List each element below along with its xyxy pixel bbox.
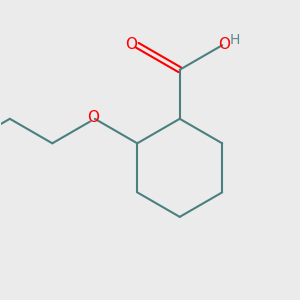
Text: O: O: [218, 37, 230, 52]
Text: O: O: [125, 37, 137, 52]
Text: O: O: [87, 110, 99, 125]
Text: H: H: [230, 33, 240, 47]
